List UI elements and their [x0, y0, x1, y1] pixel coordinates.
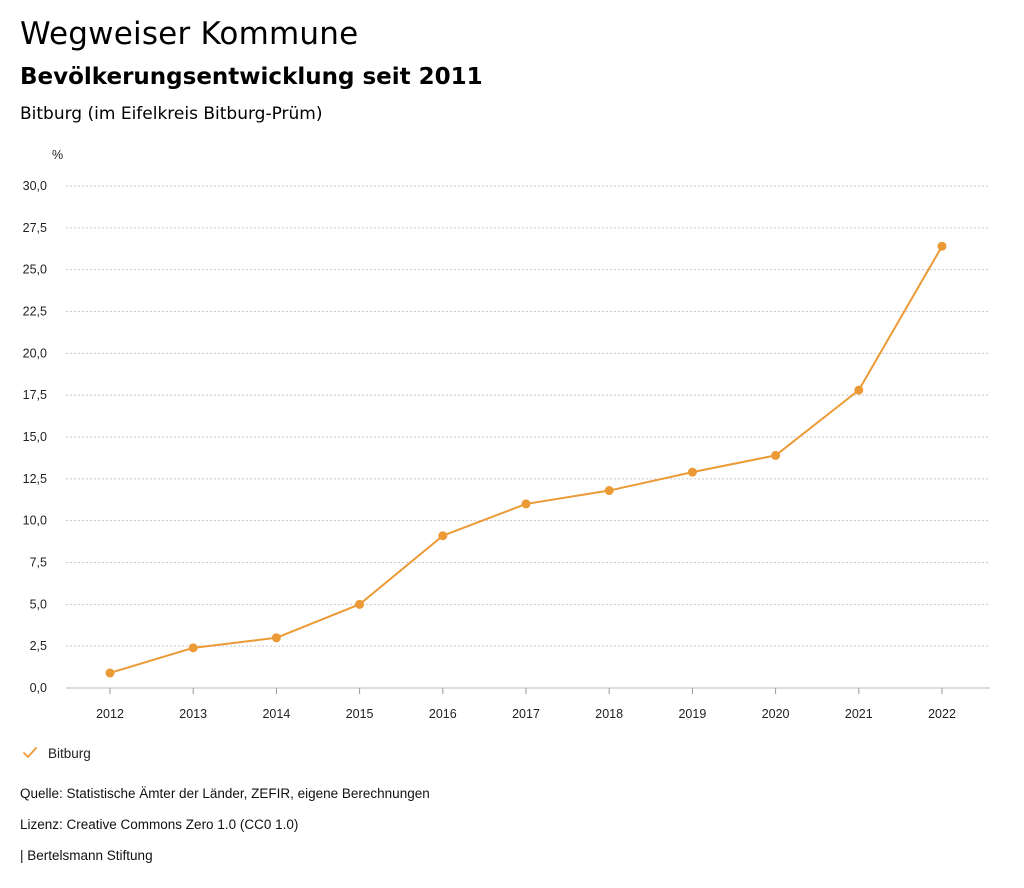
- x-tick-label: 2021: [845, 707, 873, 721]
- y-tick-label: 20,0: [23, 346, 47, 360]
- y-tick-label: 22,5: [23, 305, 47, 319]
- x-axis-ticks: 2012 2013 2014 2015 2016 2017 2018 2019 2020 2021…: [96, 688, 956, 721]
- checkmark-icon: [23, 747, 37, 758]
- data-point[interactable]: [438, 531, 448, 541]
- y-tick-label: 30,0: [23, 179, 47, 193]
- page-title: Wegweiser Kommune: [20, 16, 359, 52]
- data-point[interactable]: [604, 486, 614, 496]
- x-tick-label: 2015: [346, 707, 374, 721]
- data-point[interactable]: [105, 668, 115, 678]
- data-point[interactable]: [271, 633, 281, 643]
- series-line-bitburg: [109, 245, 943, 674]
- line-chart: % 0,0 2,5 5,0 7,5 10,0 12,5 15,0 17,5 20,0 22,5 25…: [23, 148, 990, 721]
- data-point[interactable]: [937, 241, 947, 251]
- source-text: Quelle: Statistische Ämter der Länder, Z…: [20, 786, 430, 801]
- x-tick-label: 2018: [595, 707, 623, 721]
- x-tick-label: 2022: [928, 707, 956, 721]
- data-point[interactable]: [854, 385, 864, 395]
- y-tick-label: 7,5: [30, 556, 47, 570]
- y-tick-label: 10,0: [23, 514, 47, 528]
- region-label: Bitburg (im Eifelkreis Bitburg-Prüm): [20, 104, 323, 124]
- x-tick-label: 2016: [429, 707, 457, 721]
- chart-legend[interactable]: Bitburg: [22, 745, 91, 761]
- license-text: Lizenz: Creative Commons Zero 1.0 (CC0 1…: [20, 817, 299, 832]
- data-point[interactable]: [771, 450, 781, 460]
- y-tick-label: 2,5: [30, 639, 47, 653]
- y-axis-ticks: 0,0 2,5 5,0 7,5 10,0 12,5 15,0 17,5 20,0 22,5 25,0…: [23, 179, 47, 695]
- series-group: [105, 241, 947, 678]
- legend-label-bitburg: Bitburg: [48, 745, 91, 761]
- grid-lines: [66, 185, 990, 689]
- chart-subtitle: Bevölkerungsentwicklung seit 2011: [20, 64, 483, 90]
- y-tick-label: 5,0: [30, 597, 47, 611]
- y-tick-label: 25,0: [23, 263, 47, 277]
- data-point[interactable]: [521, 499, 531, 509]
- y-axis-unit-label: %: [52, 148, 63, 162]
- y-tick-label: 12,5: [23, 472, 47, 486]
- x-tick-label: 2012: [96, 707, 124, 721]
- y-tick-label: 0,0: [30, 681, 47, 695]
- x-tick-label: 2020: [762, 707, 790, 721]
- x-tick-label: 2013: [179, 707, 207, 721]
- data-point[interactable]: [355, 599, 365, 609]
- x-tick-label: 2019: [678, 707, 706, 721]
- x-tick-label: 2014: [262, 707, 290, 721]
- y-tick-label: 15,0: [23, 430, 47, 444]
- publisher-text: | Bertelsmann Stiftung: [20, 848, 153, 863]
- y-tick-label: 27,5: [23, 221, 47, 235]
- y-tick-label: 17,5: [23, 388, 47, 402]
- data-point[interactable]: [687, 467, 697, 477]
- data-point[interactable]: [188, 643, 198, 653]
- x-tick-label: 2017: [512, 707, 540, 721]
